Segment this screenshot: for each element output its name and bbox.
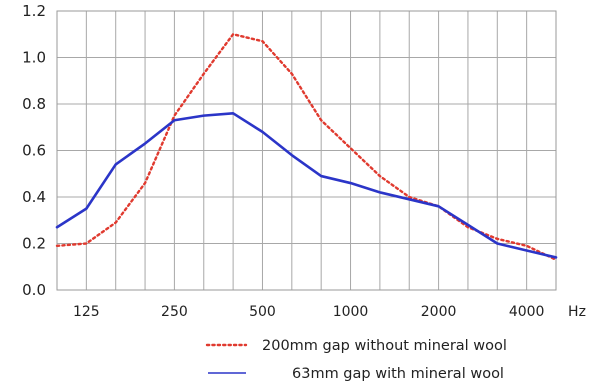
legend-label: 200mm gap without mineral wool — [262, 338, 507, 354]
y-tick-label: 1.2 — [22, 2, 46, 20]
series-line-dotted — [55, 33, 558, 261]
y-tick-label: 0.4 — [22, 188, 46, 206]
y-axis-ticks: 0.0 0.2 0.4 0.6 0.8 1.0 1.2 — [22, 2, 46, 299]
chart-series — [55, 33, 558, 261]
x-tick-label: 125 — [73, 304, 100, 320]
plot-frame — [56, 10, 557, 291]
y-tick-label: 0.6 — [22, 142, 46, 160]
y-tick-label: 1.0 — [22, 49, 46, 67]
x-axis-ticks: 125 250 500 1000 2000 4000 Hz — [73, 304, 586, 320]
y-tick-label: 0.0 — [22, 281, 46, 299]
y-tick-label: 0.2 — [22, 235, 46, 253]
x-tick-label: 250 — [161, 304, 188, 320]
x-tick-label: 2000 — [421, 304, 457, 320]
x-axis-unit-label: Hz — [568, 304, 586, 320]
x-tick-label: 1000 — [333, 304, 369, 320]
x-tick-label: 4000 — [509, 304, 545, 320]
chart-legend: 200mm gap without mineral wool 63mm gap w… — [205, 338, 507, 382]
y-tick-label: 0.8 — [22, 95, 46, 113]
series-line-solid — [55, 112, 558, 259]
chart-grid — [56, 10, 557, 291]
legend-label: 63mm gap with mineral wool — [292, 366, 504, 382]
x-tick-label: 500 — [249, 304, 276, 320]
